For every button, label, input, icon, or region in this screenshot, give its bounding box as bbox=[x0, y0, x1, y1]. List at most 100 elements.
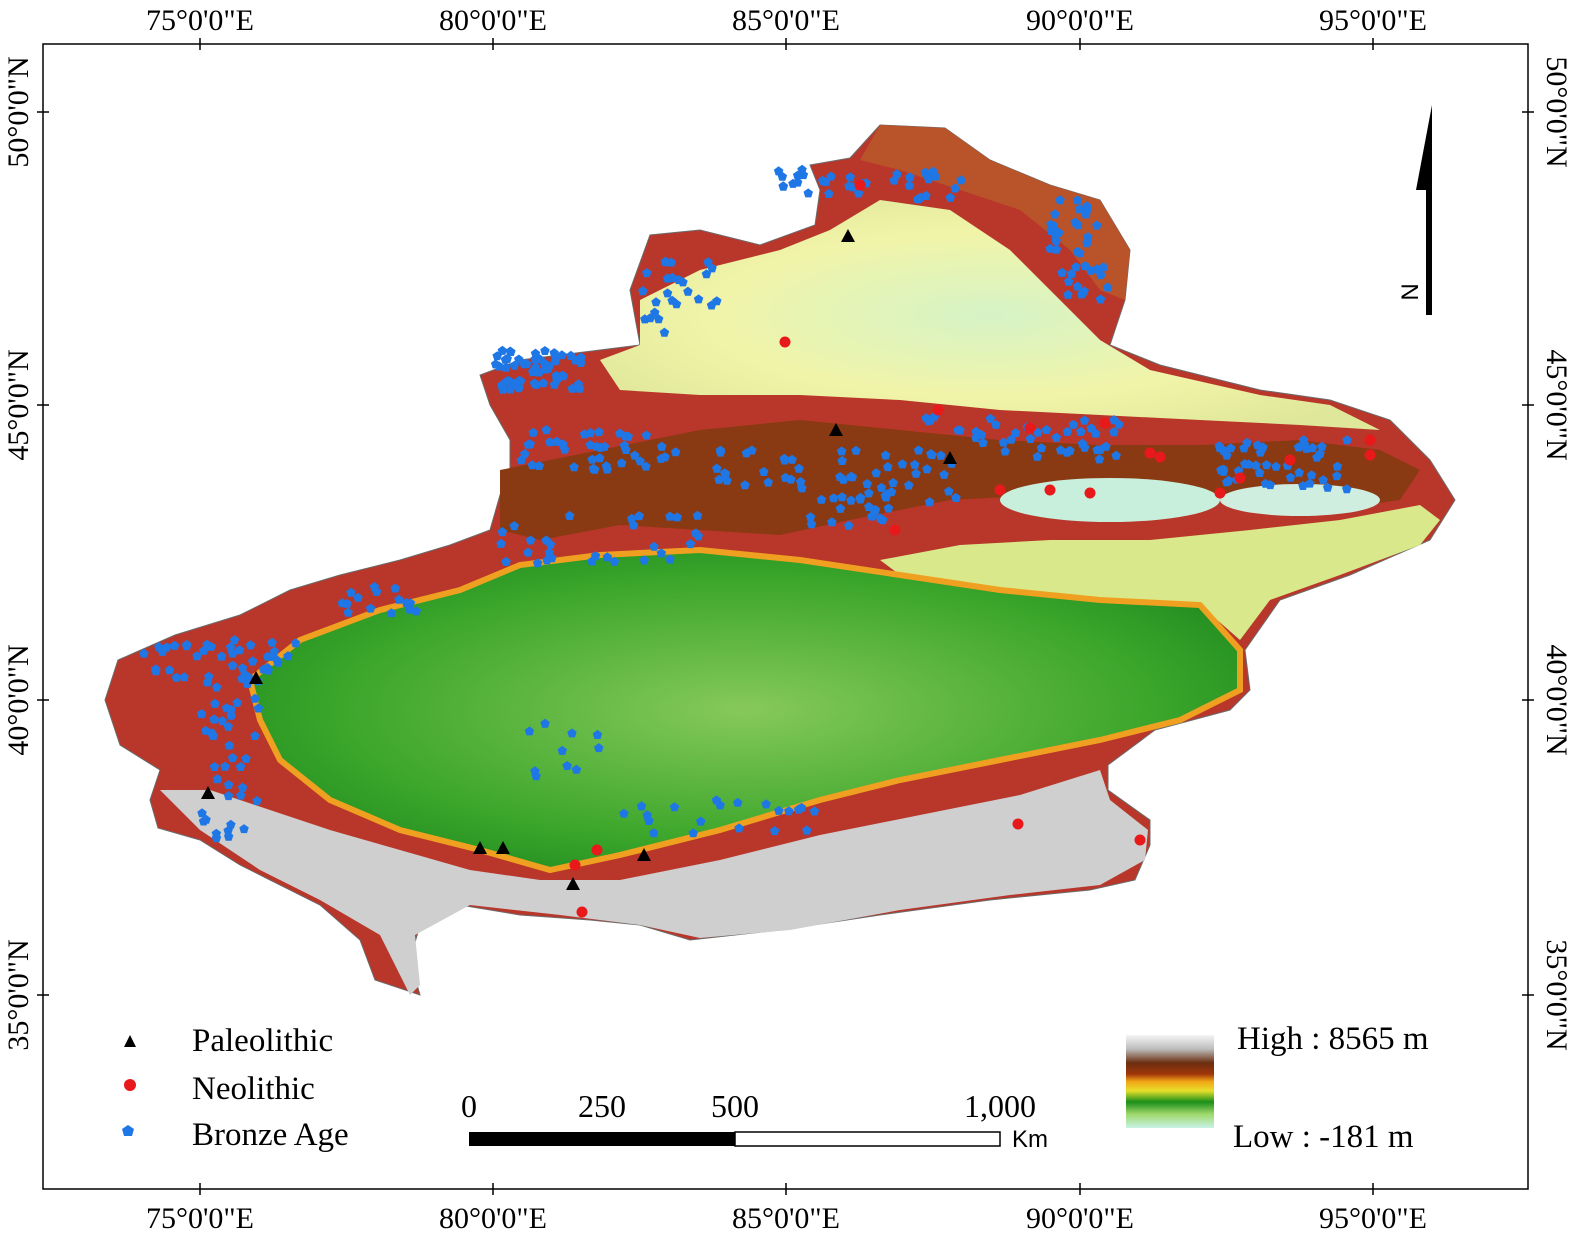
bronze-age-site-marker bbox=[164, 665, 175, 675]
bronze-age-site-marker bbox=[223, 791, 234, 801]
bronze-age-site-marker bbox=[250, 731, 260, 740]
bronze-age-site-marker bbox=[809, 806, 820, 816]
elevation-color-ramp bbox=[1126, 1035, 1214, 1128]
bronze-age-site-marker bbox=[1218, 466, 1229, 476]
bronze-age-site-marker bbox=[1072, 281, 1083, 291]
bronze-age-site-marker bbox=[224, 740, 235, 750]
bronze-age-site-marker bbox=[1063, 289, 1073, 299]
bronze-age-site-marker bbox=[875, 513, 886, 523]
bronze-age-site-marker bbox=[642, 268, 652, 278]
neolithic-site-marker bbox=[1364, 449, 1376, 461]
paleolithic-site-marker bbox=[566, 877, 580, 890]
north-arrow-label: N bbox=[1397, 283, 1424, 300]
neolithic-site-marker bbox=[1214, 487, 1226, 499]
bronze-age-site-marker bbox=[239, 824, 249, 834]
bronze-age-site-marker bbox=[1045, 243, 1055, 253]
bronze-age-site-marker bbox=[343, 607, 353, 617]
bronze-age-site-marker bbox=[1076, 289, 1087, 299]
bronze-age-site-marker bbox=[998, 437, 1009, 447]
bronze-age-site-marker bbox=[649, 541, 659, 551]
paleolithic-site-marker bbox=[829, 423, 843, 436]
bronze-age-site-marker bbox=[923, 174, 934, 184]
bronze-age-site-marker bbox=[734, 823, 744, 833]
bronze-age-site-marker bbox=[956, 175, 966, 185]
scale-bar-white bbox=[734, 1131, 1001, 1147]
bronze-age-site-marker bbox=[666, 257, 676, 267]
bronze-age-site-marker bbox=[1092, 264, 1102, 274]
legend-label-neolithic: Neolithic bbox=[192, 1071, 315, 1107]
bronze-age-site-marker bbox=[641, 461, 651, 471]
top-lon-label: 95°0'0"E bbox=[1319, 4, 1427, 37]
bronze-age-site-marker bbox=[1298, 481, 1308, 490]
bronze-age-site-marker bbox=[1033, 427, 1043, 437]
right-lat-label: 45°0'0"N bbox=[1540, 349, 1573, 460]
neolithic-site-marker bbox=[1099, 417, 1111, 429]
bronze-age-site-marker bbox=[353, 592, 363, 602]
bronze-age-site-marker bbox=[241, 753, 251, 763]
bronze-age-site-marker bbox=[802, 825, 812, 835]
bronze-age-site-marker bbox=[594, 743, 604, 753]
bronze-age-site-marker bbox=[913, 194, 923, 204]
elevation-legend: High : 8565 m Low : -181 m bbox=[1126, 1021, 1429, 1155]
bronze-age-site-marker bbox=[1294, 467, 1304, 477]
bronze-age-site-marker bbox=[595, 442, 606, 452]
bronze-age-site-marker bbox=[662, 273, 673, 283]
bronze-age-site-marker bbox=[1032, 451, 1043, 461]
neolithic-site-marker bbox=[1012, 818, 1024, 830]
bronze-age-site-marker bbox=[1041, 425, 1052, 434]
bronze-age-site-marker bbox=[139, 648, 149, 658]
bronze-age-site-marker bbox=[566, 350, 576, 360]
bronze-age-site-marker bbox=[531, 771, 541, 781]
bottom-lon-label: 75°0'0"E bbox=[146, 1202, 254, 1235]
scale-tick-500: 500 bbox=[711, 1088, 759, 1124]
bronze-age-site-marker bbox=[553, 372, 564, 382]
bronze-age-site-marker bbox=[950, 183, 960, 193]
paleolithic-site-marker bbox=[249, 671, 263, 684]
bottom-lon-label: 90°0'0"E bbox=[1026, 1202, 1134, 1235]
bronze-age-site-marker bbox=[1072, 195, 1083, 205]
bronze-age-sites bbox=[139, 164, 1352, 843]
bronze-age-site-marker bbox=[571, 764, 582, 774]
bronze-age-site-marker bbox=[337, 598, 347, 608]
dzungarian-basin bbox=[600, 200, 1380, 430]
bronze-age-site-marker bbox=[1077, 438, 1088, 448]
bronze-age-site-marker bbox=[226, 819, 236, 829]
bronze-age-site-marker bbox=[267, 637, 277, 647]
bronze-age-site-marker bbox=[1086, 423, 1096, 433]
bronze-age-site-marker bbox=[616, 458, 627, 468]
bronze-age-site-marker bbox=[670, 447, 681, 457]
bronze-age-site-marker bbox=[602, 552, 613, 562]
bronze-age-site-marker bbox=[911, 468, 921, 478]
neolithic-site-marker bbox=[569, 859, 581, 871]
bronze-age-site-marker bbox=[502, 354, 512, 363]
bronze-age-site-marker bbox=[650, 307, 660, 317]
bronze-age-site-marker bbox=[207, 728, 217, 738]
bronze-age-site-marker bbox=[496, 538, 506, 548]
bronze-age-site-marker bbox=[889, 175, 899, 185]
tarim-basin bbox=[250, 550, 1240, 870]
bronze-age-site-marker bbox=[569, 462, 579, 472]
bronze-age-site-marker bbox=[634, 511, 644, 521]
bronze-age-site-marker bbox=[846, 471, 856, 481]
top-lon-label: 80°0'0"E bbox=[439, 4, 547, 37]
bronze-age-site-marker bbox=[538, 378, 549, 388]
bronze-age-site-marker bbox=[905, 172, 915, 182]
north-arrow-icon bbox=[1416, 105, 1432, 315]
bronze-age-site-marker bbox=[557, 350, 567, 360]
bronze-age-site-marker bbox=[1306, 470, 1317, 480]
bronze-age-site-marker bbox=[649, 828, 659, 838]
bronze-age-site-marker bbox=[1036, 443, 1047, 453]
bronze-age-site-marker bbox=[747, 445, 757, 455]
bronze-age-site-marker bbox=[805, 512, 816, 522]
bronze-age-site-marker bbox=[225, 642, 236, 652]
bronze-age-site-marker bbox=[585, 440, 596, 450]
bronze-age-site-marker bbox=[544, 547, 555, 557]
bronze-age-site-marker bbox=[525, 535, 536, 545]
bronze-age-site-marker bbox=[835, 503, 846, 513]
bronze-age-site-marker bbox=[688, 828, 698, 838]
neolithic-site-marker bbox=[1084, 487, 1096, 499]
bronze-age-site-marker bbox=[564, 510, 575, 520]
bronze-age-site-marker bbox=[644, 815, 654, 825]
bronze-age-site-marker bbox=[514, 354, 524, 364]
left-lat-label: 35°0'0"N bbox=[2, 939, 35, 1050]
